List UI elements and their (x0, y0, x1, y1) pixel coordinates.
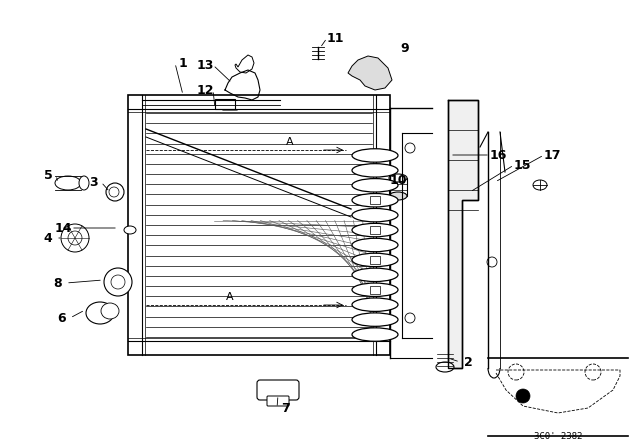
FancyBboxPatch shape (257, 380, 299, 400)
Polygon shape (348, 56, 392, 90)
Ellipse shape (352, 268, 398, 281)
Circle shape (585, 364, 601, 380)
Circle shape (508, 364, 524, 380)
Text: 6: 6 (58, 311, 67, 324)
Bar (370, 256, 380, 264)
Bar (370, 226, 380, 234)
Ellipse shape (352, 208, 398, 222)
Ellipse shape (352, 328, 398, 341)
Circle shape (111, 275, 125, 289)
Text: 14: 14 (54, 221, 72, 234)
Text: 7: 7 (280, 401, 289, 414)
Text: 12: 12 (196, 83, 214, 96)
Ellipse shape (352, 313, 398, 326)
Bar (389, 178, 407, 196)
Text: 8: 8 (54, 276, 62, 289)
Ellipse shape (352, 298, 398, 311)
Circle shape (104, 268, 132, 296)
Text: 9: 9 (401, 42, 410, 55)
Text: 15: 15 (513, 159, 531, 172)
Circle shape (516, 389, 530, 403)
Ellipse shape (389, 174, 407, 182)
Ellipse shape (352, 164, 398, 177)
Text: 2: 2 (463, 356, 472, 369)
Circle shape (487, 257, 497, 267)
Bar (370, 196, 380, 204)
Text: 13: 13 (196, 59, 214, 72)
Ellipse shape (352, 224, 398, 237)
Text: 5: 5 (44, 168, 52, 181)
Ellipse shape (436, 362, 454, 372)
Text: 16: 16 (490, 148, 507, 161)
Text: 4: 4 (44, 232, 52, 245)
Ellipse shape (533, 180, 547, 190)
Ellipse shape (79, 176, 89, 190)
Ellipse shape (352, 179, 398, 192)
Ellipse shape (86, 302, 114, 324)
Text: 1: 1 (179, 56, 188, 69)
Text: 3C0' 2382: 3C0' 2382 (534, 432, 582, 441)
Text: 10: 10 (389, 173, 407, 186)
Ellipse shape (352, 253, 398, 267)
Ellipse shape (352, 194, 398, 207)
Ellipse shape (352, 149, 398, 162)
Circle shape (68, 231, 82, 245)
Ellipse shape (389, 192, 407, 200)
Bar (370, 286, 380, 294)
Ellipse shape (352, 283, 398, 297)
Circle shape (61, 224, 89, 252)
Text: A: A (286, 137, 294, 147)
Circle shape (106, 183, 124, 201)
Text: 3: 3 (89, 176, 97, 189)
Polygon shape (448, 100, 478, 368)
Bar (128, 95, 390, 355)
Circle shape (405, 143, 415, 153)
Ellipse shape (352, 238, 398, 252)
Circle shape (405, 313, 415, 323)
Polygon shape (235, 55, 254, 73)
Ellipse shape (101, 303, 119, 319)
Ellipse shape (55, 176, 81, 190)
Text: A: A (226, 292, 234, 302)
Text: 17: 17 (543, 148, 561, 161)
Circle shape (109, 187, 119, 197)
FancyBboxPatch shape (267, 396, 289, 406)
Text: 11: 11 (326, 31, 344, 44)
Ellipse shape (124, 226, 136, 234)
Bar (215, 99, 235, 109)
